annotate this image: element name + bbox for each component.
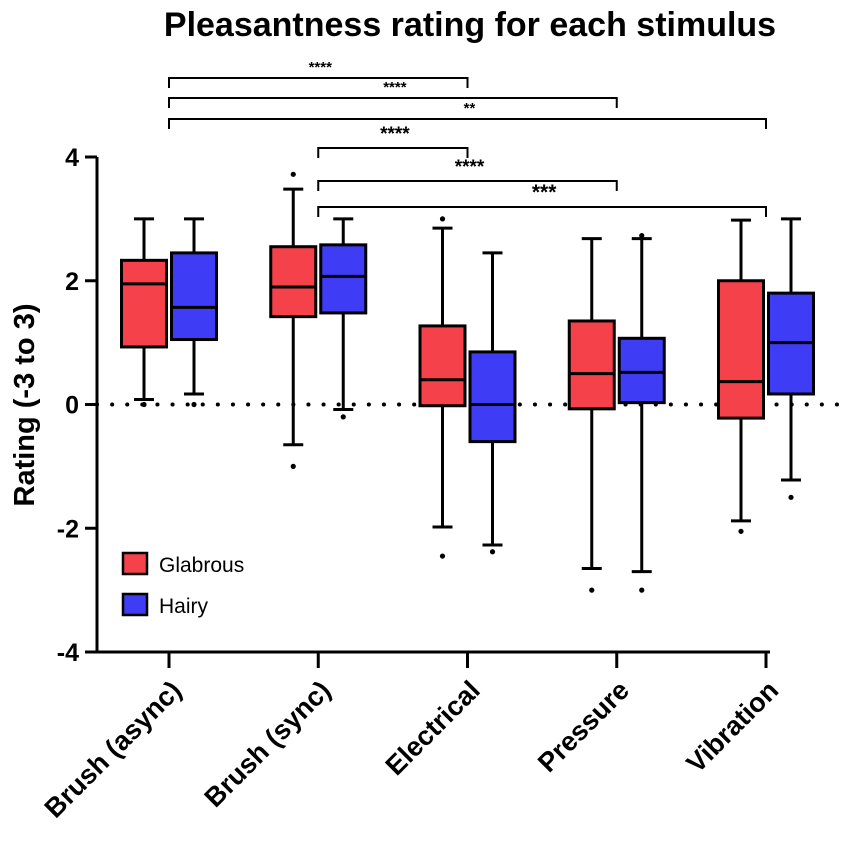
- chart-title: Pleasantness rating for each stimulus: [164, 6, 776, 44]
- y-tick-label: -4: [57, 639, 79, 667]
- y-axis-label: Rating (-3 to 3): [9, 304, 41, 507]
- box-glabrous-0: [120, 217, 168, 408]
- x-tick-label: Pressure: [532, 675, 635, 778]
- outlier-point: [639, 232, 645, 239]
- significance-stars: ****: [383, 79, 407, 96]
- outlier-point: [639, 587, 645, 593]
- legend-swatch-hairy: [121, 592, 149, 617]
- box-glabrous-2: [418, 216, 467, 559]
- significance-stars: ***: [532, 181, 557, 204]
- x-tick-label: Vibration: [681, 675, 785, 779]
- box-hairy-3: [617, 232, 666, 593]
- significance-stars: ****: [380, 124, 410, 145]
- significance-stars: ****: [309, 59, 333, 76]
- outlier-point: [340, 414, 346, 420]
- legend-label-glabrous: Glabrous: [159, 554, 244, 577]
- iqr-box: [170, 251, 218, 342]
- outlier-point: [141, 401, 147, 408]
- y-tick-label: 0: [65, 392, 79, 420]
- legend-label-hairy: Hairy: [159, 595, 209, 618]
- outlier-point: [738, 528, 744, 534]
- iqr-box: [269, 245, 318, 319]
- significance-bracket: ****: [317, 157, 618, 191]
- box-hairy-1: [319, 217, 368, 420]
- significance-bracket: ****: [317, 124, 469, 158]
- iqr-box: [120, 258, 168, 349]
- x-tick-label: Brush (sync): [199, 675, 337, 813]
- outlier-point: [788, 494, 794, 500]
- box-glabrous-3: [567, 237, 616, 593]
- outlier-point: [439, 553, 446, 559]
- box-glabrous-1: [269, 171, 318, 469]
- box-hairy-2: [468, 251, 517, 555]
- outlier-point: [290, 171, 296, 177]
- box-glabrous-4: [717, 218, 765, 534]
- bracket-line: [168, 118, 767, 129]
- iqr-box: [617, 336, 666, 405]
- outlier-point: [489, 549, 496, 555]
- iqr-box: [468, 350, 517, 444]
- significance-bracket: ***: [317, 181, 767, 217]
- plot-area: 4 2 0 -2 -4 Brush (async) Brush (sync) Electric…: [39, 59, 851, 824]
- bracket-line: [168, 97, 618, 108]
- box-hairy-4: [767, 217, 815, 500]
- significance-bracket: **: [168, 100, 767, 129]
- significance-stars: **: [464, 100, 476, 117]
- significance-stars: ****: [455, 157, 485, 178]
- bracket-line: [317, 147, 469, 158]
- outlier-point: [290, 463, 296, 469]
- bracket-line: [317, 180, 618, 191]
- x-tick-label: Electrical: [380, 675, 486, 781]
- y-tick-label: 4: [65, 144, 79, 172]
- outlier-point: [589, 587, 595, 593]
- y-tick-label: 2: [65, 268, 79, 296]
- outlier-point: [191, 401, 197, 408]
- x-tick-label: Brush (async): [39, 675, 188, 824]
- iqr-box: [717, 279, 765, 420]
- significance-bracket: ****: [168, 79, 618, 108]
- legend-swatch-glabrous: [121, 551, 149, 576]
- outlier-point: [439, 216, 446, 222]
- legend: Glabrous Hairy: [121, 551, 244, 618]
- iqr-box: [319, 243, 368, 315]
- significance-bracket: ****: [168, 59, 469, 88]
- box-hairy-0: [170, 217, 218, 408]
- bracket-line: [317, 206, 767, 217]
- bracket-line: [168, 77, 469, 88]
- y-tick-label: -2: [57, 515, 79, 543]
- iqr-box: [418, 324, 467, 408]
- iqr-box: [567, 319, 616, 411]
